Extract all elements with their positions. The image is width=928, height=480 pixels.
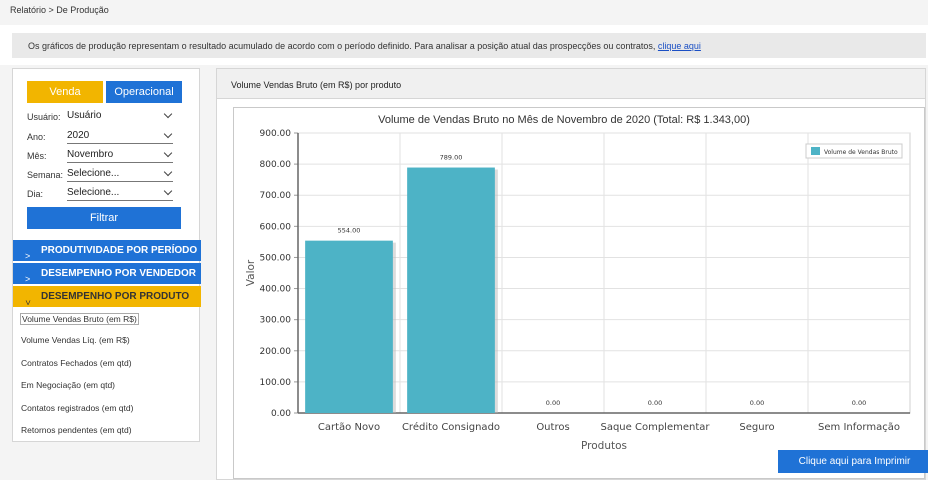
panel-title: Volume Vendas Bruto (em R$) por produto bbox=[217, 69, 925, 99]
filtrar-button[interactable]: Filtrar bbox=[27, 207, 181, 229]
accordion-produto[interactable]: > DESEMPENHO POR PRODUTO bbox=[13, 286, 201, 307]
breadcrumb: Relatório > De Produção bbox=[10, 5, 109, 15]
accordion-vendedor-label: DESEMPENHO POR VENDEDOR bbox=[41, 268, 197, 279]
data-label: 554.00 bbox=[338, 227, 361, 235]
print-button[interactable]: Clique aqui para Imprimir bbox=[778, 450, 928, 473]
y-tick-label: 700.00 bbox=[260, 191, 292, 201]
ano-select[interactable]: 2020 bbox=[67, 129, 173, 144]
x-tick-label: Seguro bbox=[739, 422, 774, 433]
operacional-tab-button[interactable]: Operacional bbox=[106, 81, 182, 103]
dia-filter: Dia: Selecione... bbox=[27, 186, 197, 202]
dia-select[interactable]: Selecione... bbox=[67, 186, 173, 201]
ano-filter: Ano: 2020 bbox=[27, 129, 197, 145]
data-label: 0.00 bbox=[546, 399, 560, 407]
menu-item-negociacao[interactable]: Em Negociação (em qtd) bbox=[21, 380, 116, 390]
chart-frame: Volume de Vendas Bruto no Mês de Novembr… bbox=[233, 107, 928, 479]
chevron-right-icon: > bbox=[25, 251, 31, 261]
chevron-down-icon bbox=[163, 148, 173, 158]
chevron-right-icon: > bbox=[25, 274, 31, 284]
data-label: 789.00 bbox=[440, 154, 463, 162]
y-tick-label: 400.00 bbox=[260, 285, 292, 295]
bar bbox=[407, 167, 495, 413]
info-text: Os gráficos de produção representam o re… bbox=[28, 41, 658, 51]
usuario-value: Usuário bbox=[67, 110, 102, 121]
ano-label: Ano: bbox=[27, 132, 46, 142]
mes-filter: Mês: Novembro bbox=[27, 148, 197, 164]
accordion-vendedor[interactable]: > DESEMPENHO POR VENDEDOR bbox=[13, 263, 201, 284]
y-tick-label: 600.00 bbox=[260, 222, 292, 232]
chevron-down-icon: > bbox=[23, 299, 34, 306]
ano-value: 2020 bbox=[67, 130, 90, 141]
usuario-label: Usuário: bbox=[27, 112, 61, 122]
venda-tab-button[interactable]: Venda bbox=[27, 81, 103, 103]
y-tick-label: 500.00 bbox=[260, 253, 292, 263]
menu-item-contratos[interactable]: Contratos Fechados (em qtd) bbox=[21, 358, 132, 368]
info-link[interactable]: clique aqui bbox=[657, 41, 701, 51]
y-axis-title: Valor bbox=[245, 259, 257, 286]
x-tick-label: Cartão Novo bbox=[318, 422, 380, 433]
chevron-down-icon bbox=[163, 129, 173, 139]
chevron-down-icon bbox=[163, 109, 173, 119]
accordion-produtividade[interactable]: > PRODUTIVIDADE POR PERÍODO bbox=[13, 240, 201, 261]
semana-label: Semana: bbox=[27, 170, 64, 180]
accordion-produto-label: DESEMPENHO POR PRODUTO bbox=[41, 291, 190, 302]
x-tick-label: Saque Complementar bbox=[600, 422, 710, 433]
bar bbox=[305, 240, 393, 413]
usuario-filter: Usuário: Usuário bbox=[27, 109, 197, 125]
y-tick-label: 0.00 bbox=[271, 409, 291, 419]
y-tick-label: 300.00 bbox=[260, 316, 292, 326]
legend-swatch bbox=[811, 147, 820, 155]
dia-value: Selecione... bbox=[67, 187, 120, 198]
data-label: 0.00 bbox=[648, 399, 662, 407]
info-bar: Os gráficos de produção representam o re… bbox=[12, 33, 926, 58]
sidebar: Venda Operacional Usuário: Usuário Ano: … bbox=[12, 68, 201, 442]
chevron-down-icon bbox=[163, 167, 173, 177]
accordion-produtividade-label: PRODUTIVIDADE POR PERÍODO bbox=[41, 245, 198, 256]
y-tick-label: 200.00 bbox=[260, 347, 292, 357]
semana-filter: Semana: Selecione... bbox=[27, 167, 197, 183]
legend-label: Volume de Vendas Bruto bbox=[824, 149, 898, 156]
data-label: 0.00 bbox=[750, 399, 764, 407]
y-tick-label: 800.00 bbox=[260, 160, 292, 170]
semana-select[interactable]: Selecione... bbox=[67, 167, 173, 182]
chart-title: Volume de Vendas Bruto no Mês de Novembr… bbox=[378, 114, 750, 126]
y-tick-label: 100.00 bbox=[260, 378, 292, 388]
chart-panel: Volume Vendas Bruto (em R$) por produto … bbox=[216, 68, 928, 480]
chevron-down-icon bbox=[163, 186, 173, 196]
semana-value: Selecione... bbox=[67, 168, 120, 179]
dia-label: Dia: bbox=[27, 189, 44, 199]
x-tick-label: Sem Informação bbox=[818, 422, 900, 433]
x-tick-label: Outros bbox=[536, 422, 569, 433]
x-tick-label: Crédito Consignado bbox=[402, 421, 500, 433]
menu-item-volume-bruto[interactable]: Volume Vendas Bruto (em R$) bbox=[20, 313, 139, 325]
mes-select[interactable]: Novembro bbox=[67, 148, 173, 163]
mes-value: Novembro bbox=[67, 149, 114, 160]
x-axis-title: Produtos bbox=[581, 440, 627, 452]
y-tick-label: 900.00 bbox=[260, 129, 292, 139]
legend-box bbox=[805, 143, 903, 159]
menu-item-volume-liq[interactable]: Volume Vendas Líq. (em R$) bbox=[21, 335, 130, 345]
bar-chart: 0.00 100.00 200.00 300.00 400.00 500.00 600.00… bbox=[245, 129, 911, 452]
usuario-select[interactable]: Usuário bbox=[67, 109, 173, 124]
mes-label: Mês: bbox=[27, 151, 47, 161]
menu-item-contatos[interactable]: Contatos registrados (em qtd) bbox=[21, 403, 134, 413]
data-label: 0.00 bbox=[852, 399, 866, 407]
menu-item-retornos[interactable]: Retornos pendentes (em qtd) bbox=[21, 425, 132, 435]
